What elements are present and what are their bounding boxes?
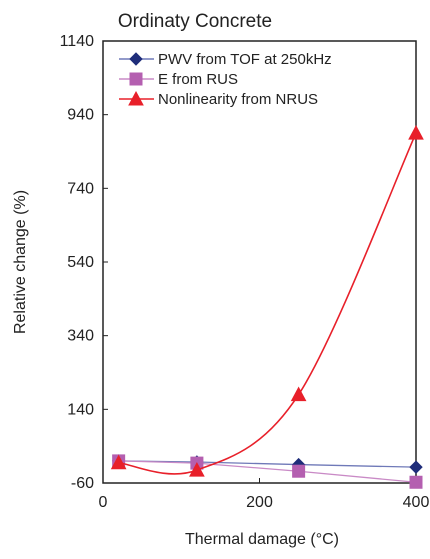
legend-label: PWV from TOF at 250kHz <box>158 51 332 68</box>
data-point <box>189 462 205 477</box>
legend-item: E from RUS <box>119 71 238 88</box>
y-tick-label: 1140 <box>60 33 95 50</box>
y-tick-label: 540 <box>67 254 94 271</box>
y-tick-label: 740 <box>67 180 94 197</box>
data-point <box>409 475 423 489</box>
y-axis: -60 140 340 540 740 940 1140 <box>60 33 108 492</box>
legend-item: Nonlinearity from NRUS <box>119 90 318 108</box>
y-tick-label: 140 <box>67 401 94 418</box>
data-point <box>292 464 306 478</box>
series-layer <box>110 125 424 489</box>
legend-label: E from RUS <box>158 71 238 88</box>
series-1 <box>111 454 423 474</box>
data-point <box>110 454 127 470</box>
legend-marker <box>129 72 143 86</box>
data-point <box>408 125 424 140</box>
series-3 <box>110 125 424 477</box>
legend: PWV from TOF at 250kHz E from RUS Nonlinea… <box>119 51 332 108</box>
data-point <box>409 460 423 474</box>
legend-marker <box>129 52 143 66</box>
y-tick-label: 340 <box>67 328 94 345</box>
series-line <box>118 132 417 475</box>
series-line <box>118 460 417 483</box>
x-tick-label: 0 <box>99 494 108 511</box>
legend-label: Nonlinearity from NRUS <box>158 91 318 108</box>
legend-item: PWV from TOF at 250kHz <box>119 51 332 68</box>
y-tick-label: 940 <box>67 107 94 124</box>
chart-title: Ordinaty Concrete <box>118 11 272 32</box>
x-tick-label: 200 <box>246 494 273 511</box>
y-tick-label: -60 <box>71 475 94 492</box>
data-point <box>290 386 307 402</box>
y-axis-label: Relative change (%) <box>12 190 29 334</box>
x-tick-label: 400 <box>403 494 430 511</box>
x-axis-label: Thermal damage (°C) <box>185 531 339 548</box>
legend-marker <box>128 90 144 106</box>
